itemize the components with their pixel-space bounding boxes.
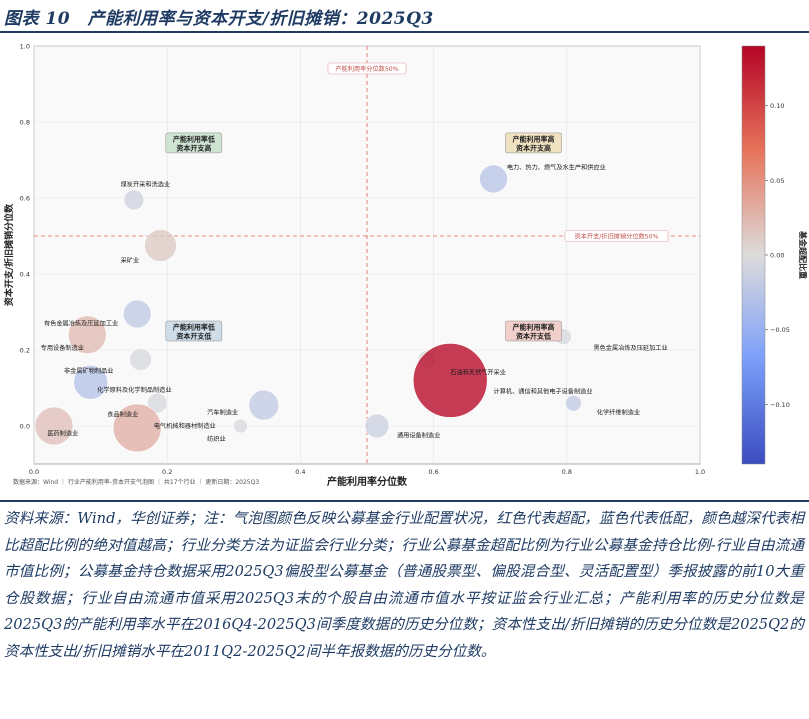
bubble <box>248 389 280 421</box>
bubble <box>73 364 108 400</box>
quadrant-label-box <box>165 320 223 342</box>
bubble-label: 计算机、通信和其他电子设备制造业 <box>494 388 593 396</box>
bubble <box>112 403 162 453</box>
x-tick-label: 0.4 <box>295 468 305 476</box>
quadrant-label-box <box>505 132 562 154</box>
bubble-label: 有色金属冶炼及压延加工业 <box>44 319 118 327</box>
plot-area <box>33 45 701 465</box>
source-note: 资料来源：Wind，华创证券；注：气泡图颜色反映公募基金行业配置状况，红色代表超… <box>4 510 804 660</box>
x-tick-label: 1.0 <box>695 468 705 476</box>
horizontal-reference-label-text: 资本开支/折旧摊销分位数50% <box>575 233 659 241</box>
bubble-label: 电力、热力、燃气及水生产和供应业 <box>507 164 606 172</box>
figure-header: 图表 10 产能利用率与资本开支/折旧摊销：2025Q3 <box>0 0 809 34</box>
bubble-chart: 产能利用率分位数50%资本开支/折旧摊销分位数50% 产能利用率低资本开支高产能… <box>3 43 808 489</box>
bubble-label: 化学纤维制造业 <box>597 409 640 417</box>
bubble <box>34 406 74 446</box>
bubble-label: 黑色金属冶炼及压延加工业 <box>593 344 667 352</box>
bubble <box>146 392 168 414</box>
quadrant-label-box <box>165 132 223 154</box>
quadrant-labels: 产能利用率低资本开支高产能利用率高资本开支高产能利用率低资本开支低产能利用率高资… <box>165 132 562 342</box>
colorbar-tick-label: −0.10 <box>770 401 790 409</box>
axis-ticks: 0.0 0.2 0.4 0.6 0.8 1.0 0.0 0.2 0.4 0.6 0.8 1.0 <box>20 43 706 477</box>
y-tick-label: 0.2 <box>20 347 30 355</box>
quadrant-label-line1: 产能利用率低 <box>173 323 215 332</box>
x-tick-label: 0.6 <box>428 468 438 476</box>
bubble <box>123 189 145 211</box>
bubble-label: 通用设备制造业 <box>397 431 440 439</box>
horizontal-reference-label: 资本开支/折旧摊销分位数50% <box>564 230 669 242</box>
colorbar-tick-label: −0.05 <box>770 326 790 334</box>
title-rule <box>0 31 809 33</box>
bubble <box>129 348 152 371</box>
bubble-labels: 电力、热力、燃气及水生产和供应业煤炭开采和洗选业采矿业有色金属冶炼及压延加工业专… <box>41 164 668 444</box>
bubble <box>479 164 508 194</box>
quadrant-label-line2: 资本开支高 <box>516 143 551 152</box>
y-axis-label: 资本开支/折旧摊销分位数 <box>3 203 15 306</box>
y-tick-label: 0.4 <box>20 271 30 279</box>
chart-footer: 数据来源：Wind ｜ 行业产能利用率-资本开支气泡图 ｜ 共17个行业 ｜ 更… <box>13 478 259 486</box>
y-tick-label: 0.0 <box>20 423 30 431</box>
figure-title: 图表 10 产能利用率与资本开支/折旧摊销：2025Q3 <box>4 9 434 29</box>
bubble <box>122 299 152 329</box>
x-tick-label: 0.8 <box>562 468 572 476</box>
colorbar-label: 基金超配比重 <box>798 230 808 279</box>
bubbles <box>34 164 582 453</box>
x-tick-label: 0.0 <box>29 468 39 476</box>
colorbar-tick-label: 0.05 <box>770 177 784 185</box>
quadrant-label-line2: 资本开支低 <box>516 332 551 341</box>
x-axis-label: 产能利用率分位数 <box>327 475 408 488</box>
y-tick-label: 1.0 <box>20 43 30 51</box>
quadrant-label-line1: 产能利用率高 <box>513 134 555 143</box>
colorbar-ticks: 0.10 0.05 0.00 −0.05 −0.10 <box>765 102 790 409</box>
bubble-label: 化学原料及化学制品制造业 <box>97 386 171 394</box>
horizontal-reference-label-box <box>564 230 669 242</box>
quadrant-label-line2: 资本开支高 <box>176 143 211 152</box>
y-tick-label: 0.8 <box>20 119 30 127</box>
bubble <box>565 394 582 412</box>
bubble-label: 石油和天然气开采业 <box>450 369 506 377</box>
bubble-label: 电气机械和器材制造业 <box>154 422 216 430</box>
bubble-label: 专用设备制造业 <box>41 344 84 352</box>
colorbar-tick-label: 0.00 <box>770 252 784 260</box>
bubble <box>412 343 488 418</box>
bubble <box>233 418 248 434</box>
vertical-reference-label: 产能利用率分位数50% <box>327 62 407 75</box>
bubble-label: 采矿业 <box>121 257 140 265</box>
colorbar-tick-label: 0.10 <box>770 102 784 110</box>
colorbar <box>741 45 766 465</box>
bubble-label: 食品制造业 <box>107 411 138 419</box>
bubble-label: 煤炭开采和洗选业 <box>121 181 171 189</box>
vertical-reference-label-box <box>327 62 407 75</box>
bubble-label: 医药制造业 <box>47 430 78 438</box>
y-tick-label: 0.6 <box>20 195 30 203</box>
vertical-reference-label-text: 产能利用率分位数50% <box>335 65 398 73</box>
bubble-label: 纺织业 <box>207 435 226 443</box>
bubble <box>144 229 177 262</box>
reference-lines: 产能利用率分位数50% 资本开支/折旧摊销分位数50% <box>34 46 700 464</box>
bubble <box>67 315 107 355</box>
bubble-label: 汽车制造业 <box>207 409 238 417</box>
x-tick-label: 0.2 <box>162 468 172 476</box>
quadrant-label-line2: 资本开支低 <box>176 332 211 341</box>
quadrant-label-box <box>505 320 562 342</box>
note-rule <box>0 500 809 502</box>
quadrant-label-line1: 产能利用率高 <box>513 323 555 332</box>
bubble <box>364 413 390 439</box>
bubble-label: 非金属矿物制品业 <box>64 367 114 375</box>
quadrant-label-line1: 产能利用率低 <box>173 134 215 143</box>
